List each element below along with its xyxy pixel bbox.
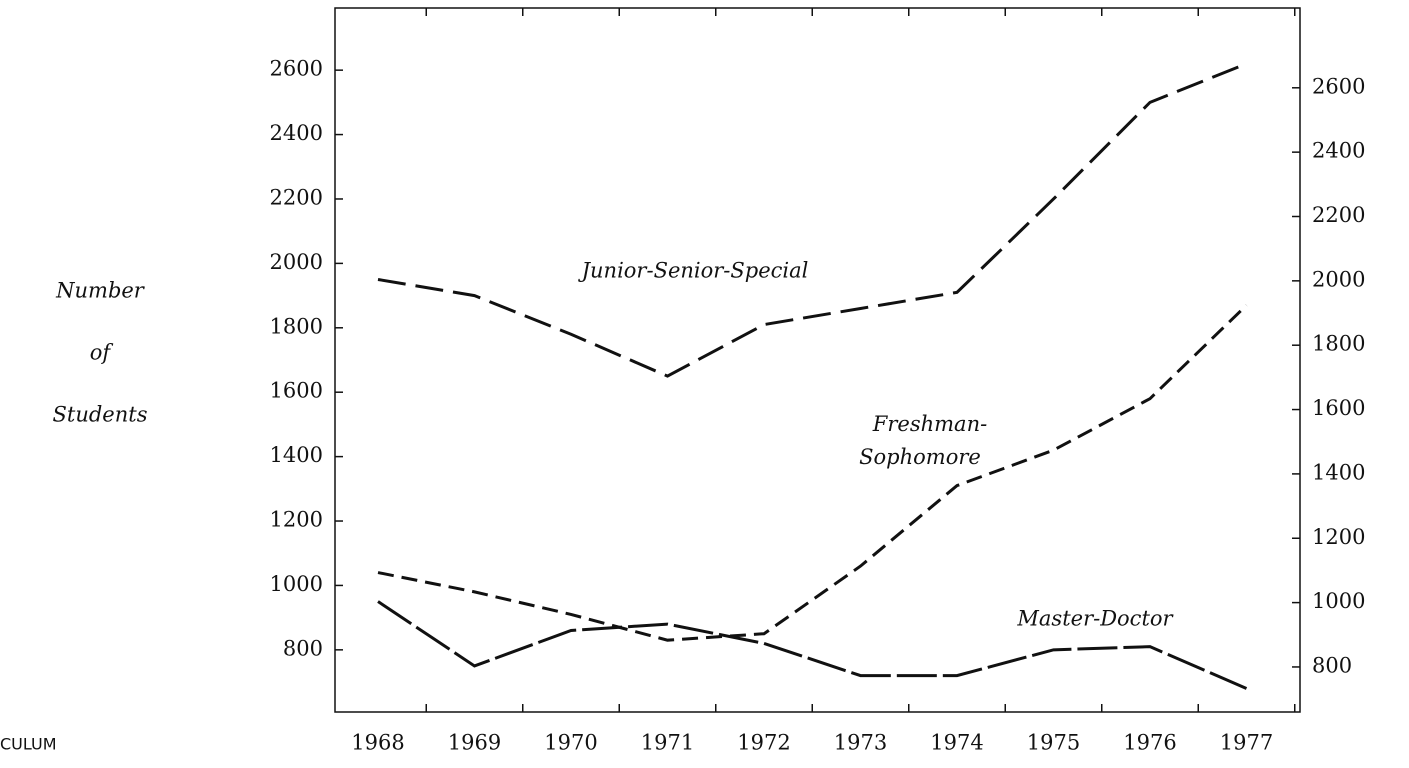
series-line: [377, 304, 1248, 642]
x-tick-label: 1968: [351, 731, 404, 755]
y-tick-label: 2400: [270, 121, 323, 145]
series-label: Master-Doctor: [1016, 607, 1174, 631]
y-tick-label: 2000: [270, 250, 323, 274]
y2-tick-label: 2000: [1312, 267, 1365, 291]
series-line: [377, 600, 1248, 690]
series-label: Junior-Senior-Special: [578, 259, 809, 283]
x-tick-label: 1974: [930, 731, 983, 755]
y-tick-label: 1600: [270, 379, 323, 403]
y-tick-label: 1400: [270, 443, 323, 467]
footer-fragment: CULUM: [0, 735, 57, 754]
x-tick-label: 1970: [544, 731, 597, 755]
y2-tick-label: 800: [1312, 653, 1352, 677]
y2-tick-label: 1600: [1312, 396, 1365, 420]
y2-tick-label: 2400: [1312, 139, 1365, 163]
series-line: [377, 62, 1248, 378]
y-tick-label: 2600: [270, 57, 323, 81]
y-tick-label: 2200: [270, 185, 323, 209]
x-tick-label: 1971: [641, 731, 694, 755]
x-tick-label: 1972: [737, 731, 790, 755]
series-label: Freshman-Sophomore: [859, 412, 987, 469]
y-tick-label: 1000: [270, 572, 323, 596]
y-tick-label: 800: [283, 636, 323, 660]
y2-tick-label: 2600: [1312, 74, 1365, 98]
y-tick-label: 1800: [270, 314, 323, 338]
y2-tick-label: 1200: [1312, 525, 1365, 549]
y2-tick-label: 1400: [1312, 460, 1365, 484]
y-axis-label: Students: [53, 403, 148, 427]
x-tick-label: 1976: [1123, 731, 1176, 755]
x-tick-label: 1975: [1027, 731, 1080, 755]
y2-tick-label: 2200: [1312, 203, 1365, 227]
y-axis-label: Number: [55, 279, 146, 303]
x-tick-label: 1973: [834, 731, 887, 755]
y2-tick-label: 1800: [1312, 332, 1365, 356]
x-tick-label: 1977: [1220, 731, 1273, 755]
y-tick-label: 1200: [270, 508, 323, 532]
y-axis-label: of: [90, 341, 114, 365]
y2-tick-label: 1000: [1312, 589, 1365, 613]
x-tick-label: 1969: [448, 731, 501, 755]
plot-frame: [334, 7, 1301, 713]
